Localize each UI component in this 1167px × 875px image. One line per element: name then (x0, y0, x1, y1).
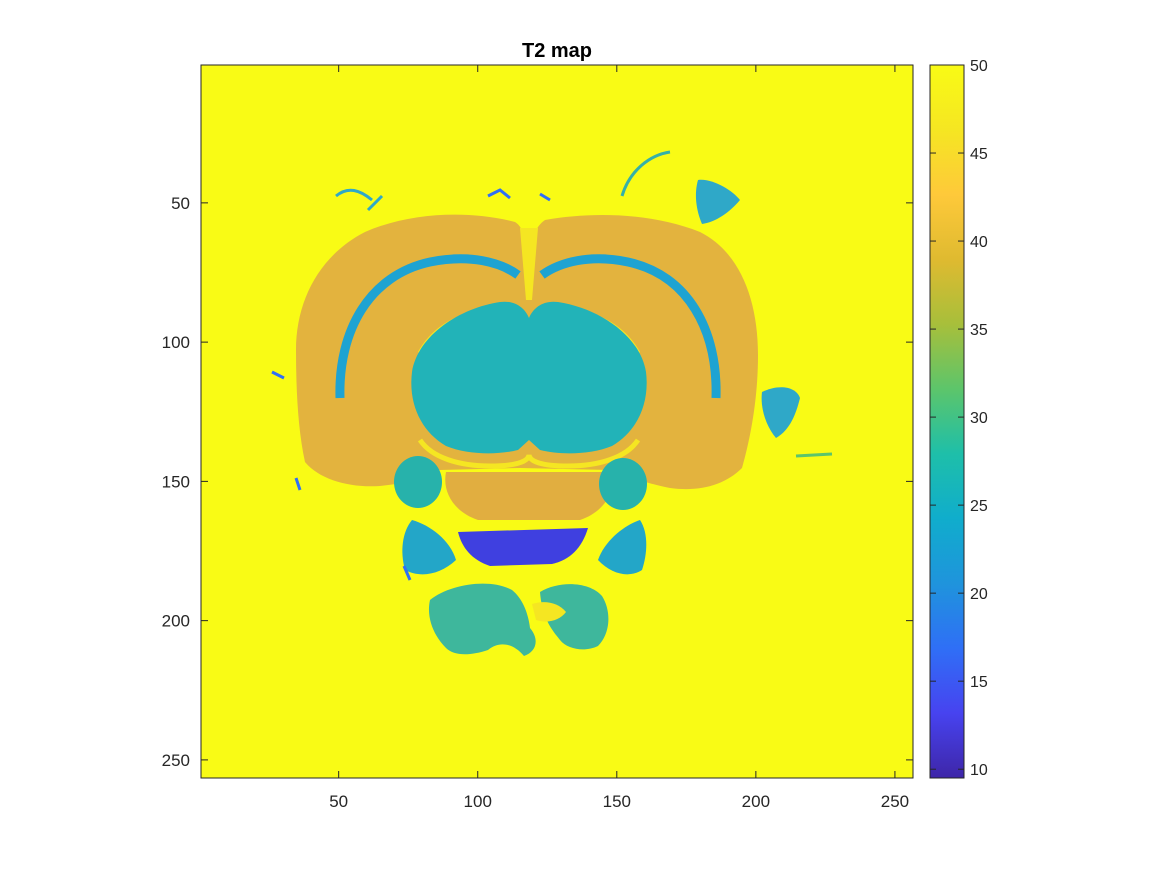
y-tick-label: 100 (162, 333, 190, 352)
colorbar-tick-label: 35 (970, 322, 988, 339)
region-thalamus-outline (417, 438, 641, 469)
fragment-top-right-arc (620, 150, 671, 197)
y-tick-label: 250 (162, 751, 190, 770)
fragment-right-streak (795, 452, 833, 458)
colorbar-tick-label: 50 (970, 58, 988, 75)
colorbar-tick-label: 45 (970, 146, 988, 163)
region-lower-tissue (428, 583, 536, 656)
chart-title: T2 map (522, 40, 592, 62)
region-side-left (402, 520, 456, 575)
region-lower-tissue-2 (540, 584, 609, 650)
fragment-top-center (487, 188, 551, 202)
x-tick-label: 250 (881, 792, 909, 811)
heatmap-image (201, 65, 913, 778)
axes-box (200, 64, 914, 779)
region-thalamus (411, 301, 647, 454)
y-tick-label: 50 (171, 194, 190, 213)
fragment-right (761, 387, 800, 438)
region-amygdala-right (599, 458, 647, 510)
x-tick-label: 50 (329, 792, 348, 811)
region-lower-gap (532, 602, 566, 622)
region-side-right (598, 520, 647, 575)
y-tick-label: 150 (162, 472, 190, 491)
region-white-matter-left (335, 254, 521, 399)
y-axis: 50 100 150 200 250 (162, 194, 913, 770)
colorbar-tick-label: 15 (970, 674, 988, 691)
colorbar (929, 64, 965, 779)
colorbar-tick-label: 30 (970, 410, 988, 427)
x-tick-label: 150 (603, 792, 631, 811)
colorbar-ticks: 10 15 20 25 30 35 40 45 50 (930, 58, 988, 779)
fragment-top-left (335, 188, 384, 212)
region-skull-base (458, 528, 588, 566)
x-tick-label: 200 (742, 792, 770, 811)
fragment-top-right (695, 179, 740, 224)
colorbar-tick-label: 10 (970, 762, 988, 779)
colorbar-tick-label: 20 (970, 586, 988, 603)
y-tick-label: 200 (162, 612, 190, 631)
region-white-matter-right (539, 254, 721, 399)
region-hypothalamus (445, 472, 613, 520)
colorbar-tick-label: 40 (970, 234, 988, 251)
region-amygdala-left (394, 456, 442, 508)
x-axis: 50 100 150 200 250 (329, 65, 909, 811)
fragment-left (271, 370, 412, 581)
region-midline (520, 228, 538, 300)
colorbar-tick-label: 25 (970, 498, 988, 515)
x-tick-label: 100 (464, 792, 492, 811)
